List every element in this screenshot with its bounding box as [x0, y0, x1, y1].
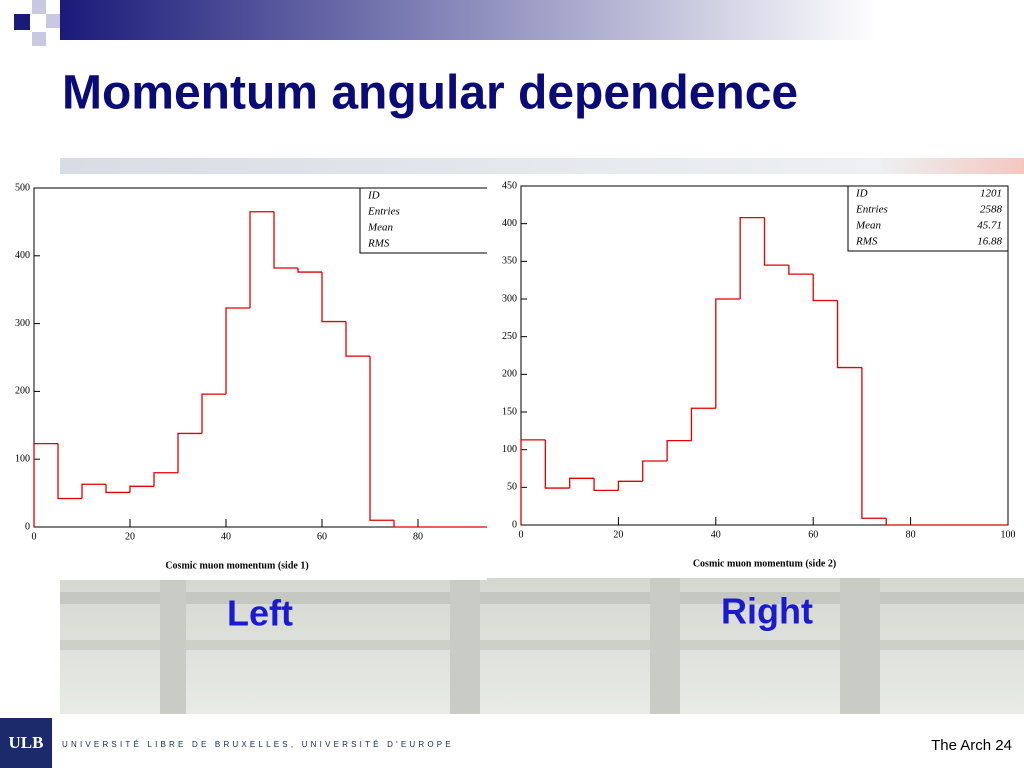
stats-label: Entries: [367, 206, 400, 218]
x-tick-label: 100: [1001, 529, 1016, 540]
histogram-bin: [788, 265, 814, 275]
stats-value: 1201: [980, 188, 1002, 200]
y-tick-label: 200: [15, 386, 30, 397]
histogram-bin: [739, 216, 765, 299]
x-tick-label: 80: [413, 531, 423, 542]
histogram-bin: [836, 300, 862, 369]
y-tick-label: 400: [502, 218, 517, 229]
panel-label: Right: [721, 591, 813, 632]
plot-frame: [33, 187, 487, 528]
histogram-bin: [249, 211, 274, 309]
histogram-bin: [153, 472, 178, 487]
photo-post: [160, 578, 186, 714]
x-tick-label: 80: [906, 529, 916, 540]
histogram-bin: [297, 268, 322, 273]
histogram-bin: [345, 321, 370, 357]
histogram-bin: [273, 211, 298, 269]
deco-square: [46, 14, 60, 28]
deco-square: [14, 14, 30, 30]
histogram-bin: [763, 217, 789, 266]
x-tick-label: 20: [125, 531, 135, 542]
histogram-bin: [569, 477, 595, 489]
stats-label: RMS: [855, 236, 878, 248]
histogram-bin: [33, 442, 58, 527]
header-bar: [60, 0, 1024, 40]
y-tick-label: 400: [15, 250, 30, 261]
deco-square: [32, 0, 46, 14]
photo-post: [650, 578, 680, 714]
x-tick-label: 0: [32, 531, 37, 542]
histogram-bin: [177, 432, 202, 473]
stats-label: ID: [855, 188, 868, 200]
x-tick-label: 0: [519, 529, 524, 540]
histogram-bin: [666, 439, 692, 461]
x-tick-label: 20: [613, 529, 623, 540]
histogram-panel: 0 50 100 150 200 250 300 350 400 450 0 20 40 60 80 100 C…: [487, 180, 1024, 578]
histogram-bin: [57, 443, 82, 500]
y-tick-label: 0: [512, 519, 517, 530]
y-tick-label: 100: [15, 453, 30, 464]
y-tick-label: 200: [502, 369, 517, 380]
histogram-bin: [544, 439, 570, 489]
histogram-bin: [642, 460, 668, 482]
y-tick-label: 500: [15, 182, 30, 193]
histogram-bin: [715, 298, 741, 409]
histogram-bin: [129, 485, 154, 493]
stats-label: Mean: [855, 220, 882, 232]
histogram-bin: [393, 520, 418, 528]
x-tick-label: 40: [221, 531, 231, 542]
x-tick-label: 40: [711, 529, 721, 540]
page-number: The Arch 24: [931, 737, 1012, 754]
histogram-bin: [105, 484, 130, 494]
slide-title: Momentum angular dependence: [62, 67, 798, 120]
plot-frame: [520, 185, 1009, 526]
logo: ULB: [9, 733, 44, 752]
stats-box: [847, 185, 1009, 252]
histogram-bin: [690, 407, 716, 441]
deco-square: [32, 32, 46, 46]
histogram-bin: [812, 274, 838, 302]
logo-box: [0, 718, 52, 768]
x-axis-label: Cosmic muon momentum (side 2): [693, 558, 836, 569]
stats-value: 2588: [980, 204, 1003, 216]
stats-label: Mean: [367, 222, 394, 234]
histogram-bin: [617, 480, 643, 491]
photo-post: [450, 578, 480, 714]
histogram-panel: 0 100 200 300 400 500 0 20 40 60 80 Cosmic muon mom…: [0, 182, 487, 580]
histogram-bin: [201, 393, 226, 434]
y-tick-label: 300: [502, 293, 517, 304]
y-tick-label: 350: [502, 256, 517, 267]
histogram-bin: [885, 518, 911, 526]
histogram-bin: [520, 439, 546, 525]
histogram-bin: [369, 356, 394, 521]
y-tick-label: 250: [502, 331, 517, 342]
y-tick-label: 0: [25, 521, 30, 532]
title-rule: [60, 158, 1024, 174]
photo-post: [840, 578, 880, 714]
panel-label: Left: [227, 593, 293, 634]
stats-value: 16.88: [977, 236, 1002, 248]
university-name: UNIVERSITÉ LIBRE DE BRUXELLES, UNIVERSIT…: [62, 740, 454, 749]
histogram-bin: [321, 272, 346, 323]
histogram-bin: [861, 367, 887, 519]
y-tick-label: 100: [502, 444, 517, 455]
x-axis-label: Cosmic muon momentum (side 1): [165, 560, 308, 571]
x-tick-label: 60: [808, 529, 818, 540]
photo-beam: [60, 592, 1024, 604]
photo-beam: [60, 640, 1024, 650]
y-tick-label: 50: [507, 482, 517, 493]
stats-label: Entries: [855, 204, 888, 216]
stats-label: RMS: [367, 238, 390, 250]
x-tick-label: 60: [317, 531, 327, 542]
histogram-bin: [225, 307, 250, 395]
stats-box: [359, 187, 487, 254]
y-tick-label: 300: [15, 318, 30, 329]
y-tick-label: 150: [502, 406, 517, 417]
histogram-bin: [81, 483, 106, 499]
y-tick-label: 450: [502, 180, 517, 191]
stats-value: 45.71: [977, 220, 1002, 232]
histogram-bin: [593, 478, 619, 491]
stats-label: ID: [367, 190, 380, 202]
